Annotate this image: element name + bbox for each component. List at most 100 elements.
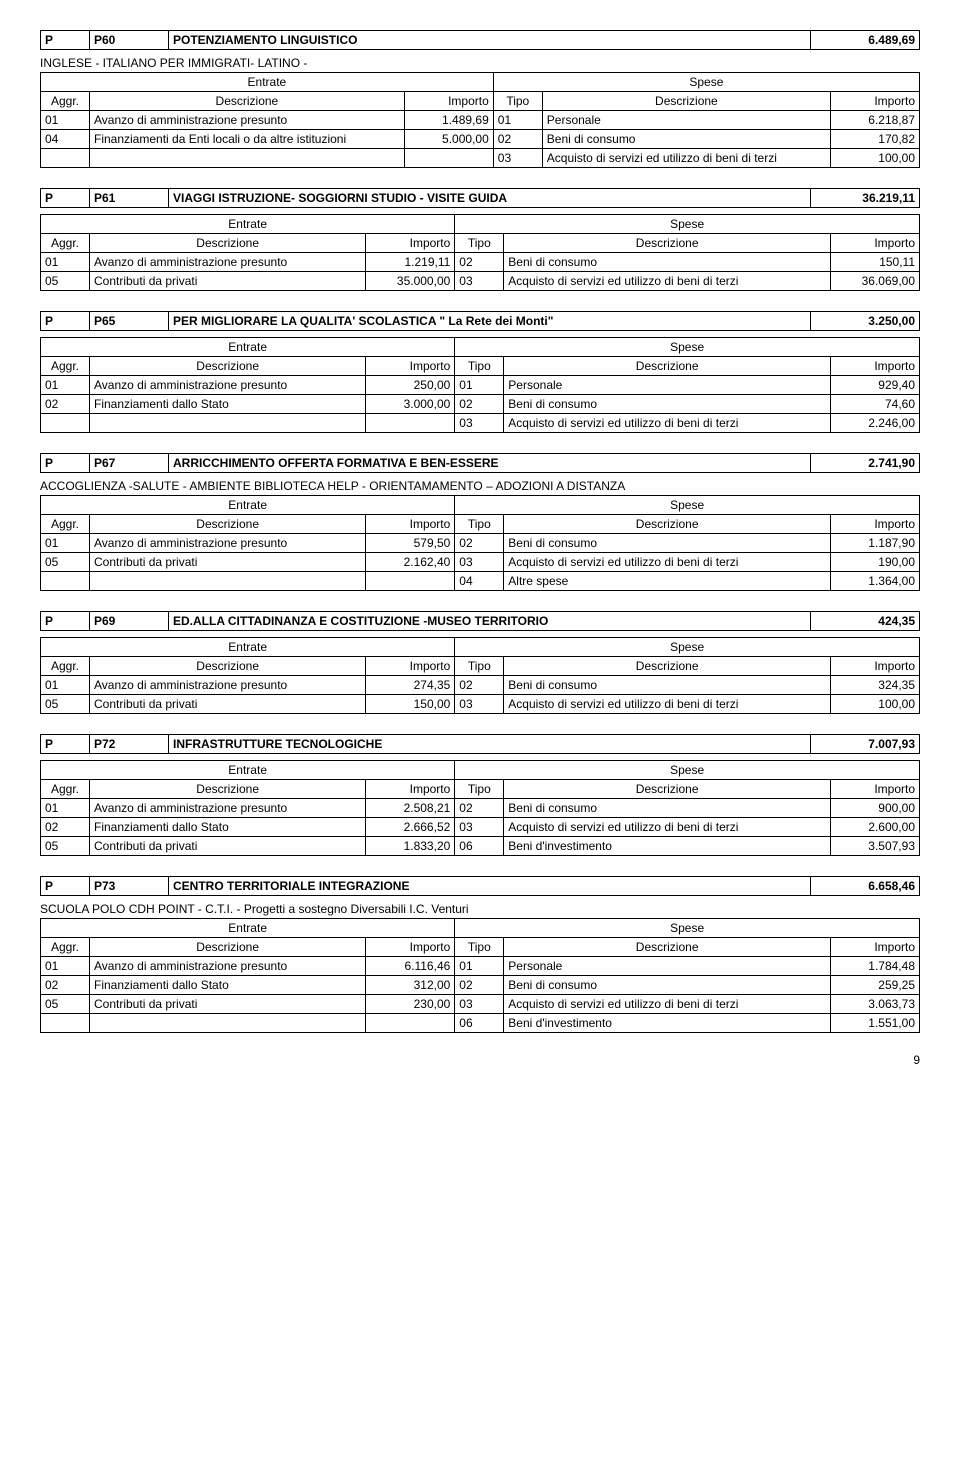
cell-spese-desc: Acquisto di servizi ed utilizzo di beni … [542, 149, 830, 168]
cell-aggr: 02 [41, 395, 90, 414]
header-ref: P73 [90, 877, 169, 896]
header-entrate: Entrate [41, 215, 455, 234]
cell-spese-desc: Beni di consumo [504, 976, 831, 995]
cell-aggr [41, 1014, 90, 1033]
header-spese: Spese [493, 73, 919, 92]
cell-entrate-importo: 2.508,21 [366, 799, 455, 818]
table-row: 05 Contributi da privati 230,00 03 Acqui… [41, 995, 920, 1014]
cell-tipo: 01 [455, 376, 504, 395]
col-aggr: Aggr. [41, 357, 90, 376]
table-row: 03 Acquisto di servizi ed utilizzo di be… [41, 414, 920, 433]
cell-spese-desc: Acquisto di servizi ed utilizzo di beni … [504, 272, 831, 291]
entrate-spese-table: Entrate Spese Aggr. Descrizione Importo … [40, 760, 920, 856]
col-descrizione: Descrizione [90, 92, 405, 111]
section-header-table: P P61 VIAGGI ISTRUZIONE- SOGGIORNI STUDI… [40, 188, 920, 208]
header-ref: P72 [90, 735, 169, 754]
cell-spese-importo: 100,00 [831, 149, 920, 168]
cell-entrate-desc: Finanziamenti dallo Stato [90, 818, 366, 837]
header-amount: 7.007,93 [811, 735, 920, 754]
header-spese: Spese [455, 919, 920, 938]
cell-entrate-desc: Avanzo di amministrazione presunto [90, 111, 405, 130]
cell-aggr: 05 [41, 272, 90, 291]
header-amount: 6.489,69 [811, 31, 920, 50]
table-header-cols: Aggr. Descrizione Importo Tipo Descrizio… [41, 92, 920, 111]
header-spese: Spese [455, 761, 920, 780]
header-amount: 2.741,90 [811, 454, 920, 473]
table-row: 02 Finanziamenti dallo Stato 312,00 02 B… [41, 976, 920, 995]
header-code: P [41, 612, 90, 631]
entrate-spese-table: Entrate Spese Aggr. Descrizione Importo … [40, 337, 920, 433]
cell-entrate-desc: Finanziamenti dallo Stato [90, 976, 366, 995]
cell-spese-desc: Acquisto di servizi ed utilizzo di beni … [504, 695, 831, 714]
cell-entrate-importo: 312,00 [366, 976, 455, 995]
cell-tipo: 01 [455, 957, 504, 976]
cell-entrate-desc: Finanziamenti dallo Stato [90, 395, 366, 414]
table-header-groups: Entrate Spese [41, 638, 920, 657]
cell-tipo: 02 [455, 799, 504, 818]
cell-spese-desc: Beni di consumo [542, 130, 830, 149]
cell-tipo: 03 [455, 272, 504, 291]
col-importo: Importo [366, 657, 455, 676]
cell-entrate-desc: Avanzo di amministrazione presunto [90, 957, 366, 976]
cell-aggr: 05 [41, 553, 90, 572]
table-row: 04 Altre spese 1.364,00 [41, 572, 920, 591]
cell-spese-desc: Acquisto di servizi ed utilizzo di beni … [504, 818, 831, 837]
cell-tipo: 03 [455, 553, 504, 572]
table-row: 05 Contributi da privati 35.000,00 03 Ac… [41, 272, 920, 291]
table-row: 05 Contributi da privati 150,00 03 Acqui… [41, 695, 920, 714]
section-header-table: P P65 PER MIGLIORARE LA QUALITA' SCOLAST… [40, 311, 920, 331]
cell-spese-importo: 3.507,93 [831, 837, 920, 856]
table-row: 04 Finanziamenti da Enti locali o da alt… [41, 130, 920, 149]
header-ref: P61 [90, 189, 169, 208]
table-row: 02 Finanziamenti dallo Stato 2.666,52 03… [41, 818, 920, 837]
cell-tipo: 02 [455, 253, 504, 272]
page-number: 9 [40, 1053, 920, 1067]
col-descrizione: Descrizione [90, 357, 366, 376]
table-header-groups: Entrate Spese [41, 73, 920, 92]
cell-entrate-desc: Contributi da privati [90, 995, 366, 1014]
table-header-groups: Entrate Spese [41, 338, 920, 357]
cell-tipo: 04 [455, 572, 504, 591]
cell-aggr [41, 149, 90, 168]
header-title: ARRICCHIMENTO OFFERTA FORMATIVA E BEN-ES… [169, 454, 811, 473]
col-importo-2: Importo [831, 657, 920, 676]
cell-spese-importo: 74,60 [831, 395, 920, 414]
entrate-spese-table: Entrate Spese Aggr. Descrizione Importo … [40, 637, 920, 714]
cell-spese-desc: Beni di consumo [504, 534, 831, 553]
col-tipo: Tipo [455, 234, 504, 253]
cell-tipo: 03 [455, 995, 504, 1014]
col-descrizione-2: Descrizione [504, 657, 831, 676]
cell-spese-importo: 170,82 [831, 130, 920, 149]
header-title: INFRASTRUTTURE TECNOLOGICHE [169, 735, 811, 754]
cell-aggr: 02 [41, 976, 90, 995]
header-title: POTENZIAMENTO LINGUISTICO [169, 31, 811, 50]
table-row: 01 Avanzo di amministrazione presunto 1.… [41, 253, 920, 272]
col-descrizione-2: Descrizione [504, 357, 831, 376]
col-descrizione: Descrizione [90, 657, 366, 676]
cell-aggr [41, 572, 90, 591]
cell-entrate-desc: Contributi da privati [90, 695, 366, 714]
cell-aggr: 01 [41, 534, 90, 553]
col-descrizione: Descrizione [90, 780, 366, 799]
cell-spese-importo: 190,00 [831, 553, 920, 572]
section-header-table: P P67 ARRICCHIMENTO OFFERTA FORMATIVA E … [40, 453, 920, 473]
cell-spese-desc: Acquisto di servizi ed utilizzo di beni … [504, 414, 831, 433]
section-subtitle: ACCOGLIENZA -SALUTE - AMBIENTE BIBLIOTEC… [40, 479, 920, 493]
col-tipo: Tipo [455, 780, 504, 799]
cell-entrate-desc: Finanziamenti da Enti locali o da altre … [90, 130, 405, 149]
entrate-spese-table: Entrate Spese Aggr. Descrizione Importo … [40, 918, 920, 1033]
cell-entrate-importo: 1.489,69 [404, 111, 493, 130]
cell-entrate-importo [366, 414, 455, 433]
cell-tipo: 03 [455, 818, 504, 837]
col-importo: Importo [366, 780, 455, 799]
cell-entrate-importo: 3.000,00 [366, 395, 455, 414]
cell-spese-importo: 1.551,00 [831, 1014, 920, 1033]
table-header-cols: Aggr. Descrizione Importo Tipo Descrizio… [41, 515, 920, 534]
cell-spese-desc: Personale [504, 957, 831, 976]
header-spese: Spese [455, 338, 920, 357]
section-header-table: P P73 CENTRO TERRITORIALE INTEGRAZIONE 6… [40, 876, 920, 896]
col-aggr: Aggr. [41, 234, 90, 253]
entrate-spese-table: Entrate Spese Aggr. Descrizione Importo … [40, 214, 920, 291]
col-aggr: Aggr. [41, 515, 90, 534]
cell-spese-importo: 2.246,00 [831, 414, 920, 433]
